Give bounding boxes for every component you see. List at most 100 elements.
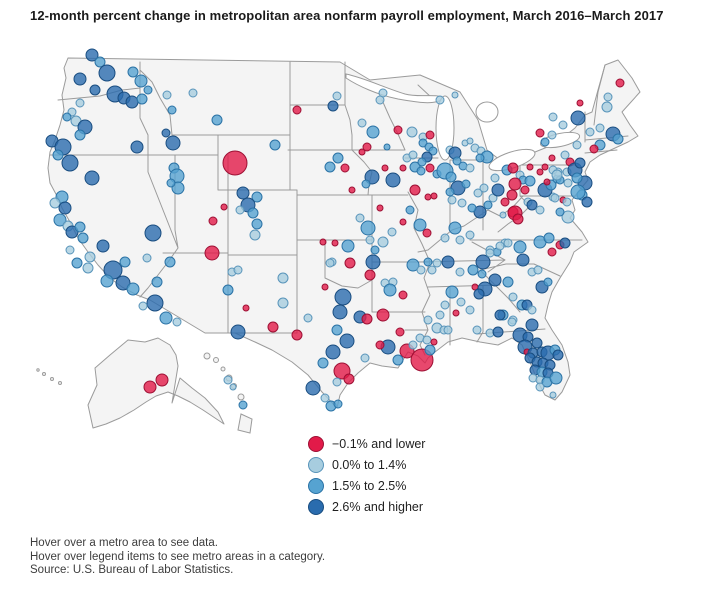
- metro-bubble[interactable]: [466, 137, 474, 145]
- metro-bubble[interactable]: [159, 311, 173, 325]
- metro-bubble[interactable]: [385, 172, 401, 188]
- metro-bubble[interactable]: [440, 300, 450, 310]
- metro-bubble[interactable]: [543, 178, 551, 186]
- metro-bubble[interactable]: [365, 254, 381, 270]
- metro-bubble[interactable]: [73, 72, 87, 86]
- metro-bubble[interactable]: [574, 157, 586, 169]
- metro-bubble[interactable]: [364, 269, 376, 281]
- metro-bubble[interactable]: [146, 294, 164, 312]
- metro-bubble[interactable]: [572, 140, 582, 150]
- metro-bubble[interactable]: [508, 292, 518, 302]
- metro-bubble[interactable]: [319, 238, 327, 246]
- metro-bubble[interactable]: [506, 189, 518, 201]
- metro-bubble[interactable]: [533, 265, 543, 275]
- metro-bubble[interactable]: [230, 324, 246, 340]
- metro-bubble[interactable]: [512, 213, 524, 225]
- metro-bubble[interactable]: [432, 258, 442, 268]
- metro-bubble[interactable]: [332, 152, 344, 164]
- metro-bubble[interactable]: [65, 245, 75, 255]
- metro-bubble[interactable]: [130, 140, 144, 154]
- metro-bubble[interactable]: [161, 128, 171, 138]
- metro-bubble[interactable]: [85, 48, 99, 62]
- metro-bubble[interactable]: [247, 207, 259, 219]
- metro-bubble[interactable]: [320, 393, 330, 403]
- legend-item-low[interactable]: 0.0% to 1.4%: [308, 454, 425, 475]
- metro-bubble[interactable]: [465, 163, 475, 173]
- metro-bubble[interactable]: [249, 229, 261, 241]
- metro-bubble[interactable]: [422, 335, 432, 345]
- metro-bubble[interactable]: [443, 325, 453, 335]
- metro-bubble[interactable]: [399, 164, 407, 172]
- metro-bubble[interactable]: [473, 188, 483, 198]
- metro-bubble[interactable]: [222, 284, 234, 296]
- metro-bubble[interactable]: [488, 273, 502, 287]
- metro-bubble[interactable]: [456, 297, 466, 307]
- metro-bubble[interactable]: [398, 290, 408, 300]
- metro-bubble[interactable]: [376, 308, 390, 322]
- metro-bubble[interactable]: [167, 105, 177, 115]
- metro-bubble[interactable]: [71, 257, 83, 269]
- metro-bubble[interactable]: [126, 282, 140, 296]
- metro-bubble[interactable]: [325, 258, 335, 268]
- metro-bubble[interactable]: [535, 205, 545, 215]
- metro-bubble[interactable]: [370, 245, 380, 255]
- metro-bubble[interactable]: [547, 130, 557, 140]
- metro-bubble[interactable]: [303, 313, 313, 323]
- metro-bubble[interactable]: [524, 175, 536, 187]
- legend-item-high[interactable]: 2.6% and higher: [308, 496, 425, 517]
- metro-bubble[interactable]: [601, 101, 613, 113]
- metro-bubble[interactable]: [490, 173, 500, 183]
- metro-bubble[interactable]: [445, 171, 457, 183]
- metro-bubble[interactable]: [360, 220, 376, 236]
- metro-bubble[interactable]: [392, 354, 404, 366]
- metro-bubble[interactable]: [561, 210, 575, 224]
- metro-bubble[interactable]: [535, 382, 545, 392]
- metro-bubble[interactable]: [467, 264, 479, 276]
- metro-bubble[interactable]: [166, 178, 176, 188]
- metro-bubble[interactable]: [292, 105, 302, 115]
- metro-bubble[interactable]: [208, 216, 218, 226]
- metro-bubble[interactable]: [333, 399, 343, 409]
- metro-bubble[interactable]: [340, 163, 350, 173]
- metro-bubble[interactable]: [500, 197, 510, 207]
- metro-bubble[interactable]: [445, 187, 455, 197]
- metro-bubble[interactable]: [204, 245, 220, 261]
- metro-bubble[interactable]: [571, 172, 583, 184]
- metro-bubble[interactable]: [435, 95, 445, 105]
- metro-bubble[interactable]: [242, 304, 250, 312]
- metro-bubble[interactable]: [492, 326, 504, 338]
- metro-bubble[interactable]: [172, 317, 182, 327]
- metro-bubble[interactable]: [399, 218, 407, 226]
- metro-bubble[interactable]: [332, 91, 342, 101]
- metro-bubble[interactable]: [62, 112, 72, 122]
- metro-bubble[interactable]: [321, 283, 329, 291]
- metro-bubble[interactable]: [406, 258, 420, 272]
- metro-bubble[interactable]: [267, 321, 279, 333]
- metro-bubble[interactable]: [475, 153, 485, 163]
- metro-bubble[interactable]: [387, 227, 397, 237]
- metro-bubble[interactable]: [134, 74, 148, 88]
- metro-bubble[interactable]: [383, 143, 391, 151]
- metro-bubble[interactable]: [138, 301, 148, 311]
- metro-bubble[interactable]: [423, 257, 433, 267]
- metro-bubble[interactable]: [543, 232, 555, 244]
- metro-bubble[interactable]: [475, 254, 491, 270]
- metro-bubble[interactable]: [61, 154, 79, 172]
- metro-bubble[interactable]: [508, 177, 522, 191]
- metro-bubble[interactable]: [549, 371, 563, 385]
- metro-bubble[interactable]: [435, 310, 445, 320]
- metro-bubble[interactable]: [422, 228, 432, 238]
- metro-bubble[interactable]: [549, 391, 557, 399]
- metro-bubble[interactable]: [222, 150, 248, 176]
- metro-bubble[interactable]: [485, 248, 495, 258]
- metro-bubble[interactable]: [395, 327, 405, 337]
- metro-bubble[interactable]: [362, 142, 372, 152]
- metro-bubble[interactable]: [125, 95, 139, 109]
- metro-bubble[interactable]: [82, 262, 94, 274]
- metro-bubble[interactable]: [479, 183, 489, 193]
- metro-bubble[interactable]: [327, 100, 339, 112]
- metro-bubble[interactable]: [502, 276, 514, 288]
- metro-bubble[interactable]: [376, 204, 384, 212]
- metro-bubble[interactable]: [507, 317, 517, 327]
- metro-bubble[interactable]: [417, 157, 427, 167]
